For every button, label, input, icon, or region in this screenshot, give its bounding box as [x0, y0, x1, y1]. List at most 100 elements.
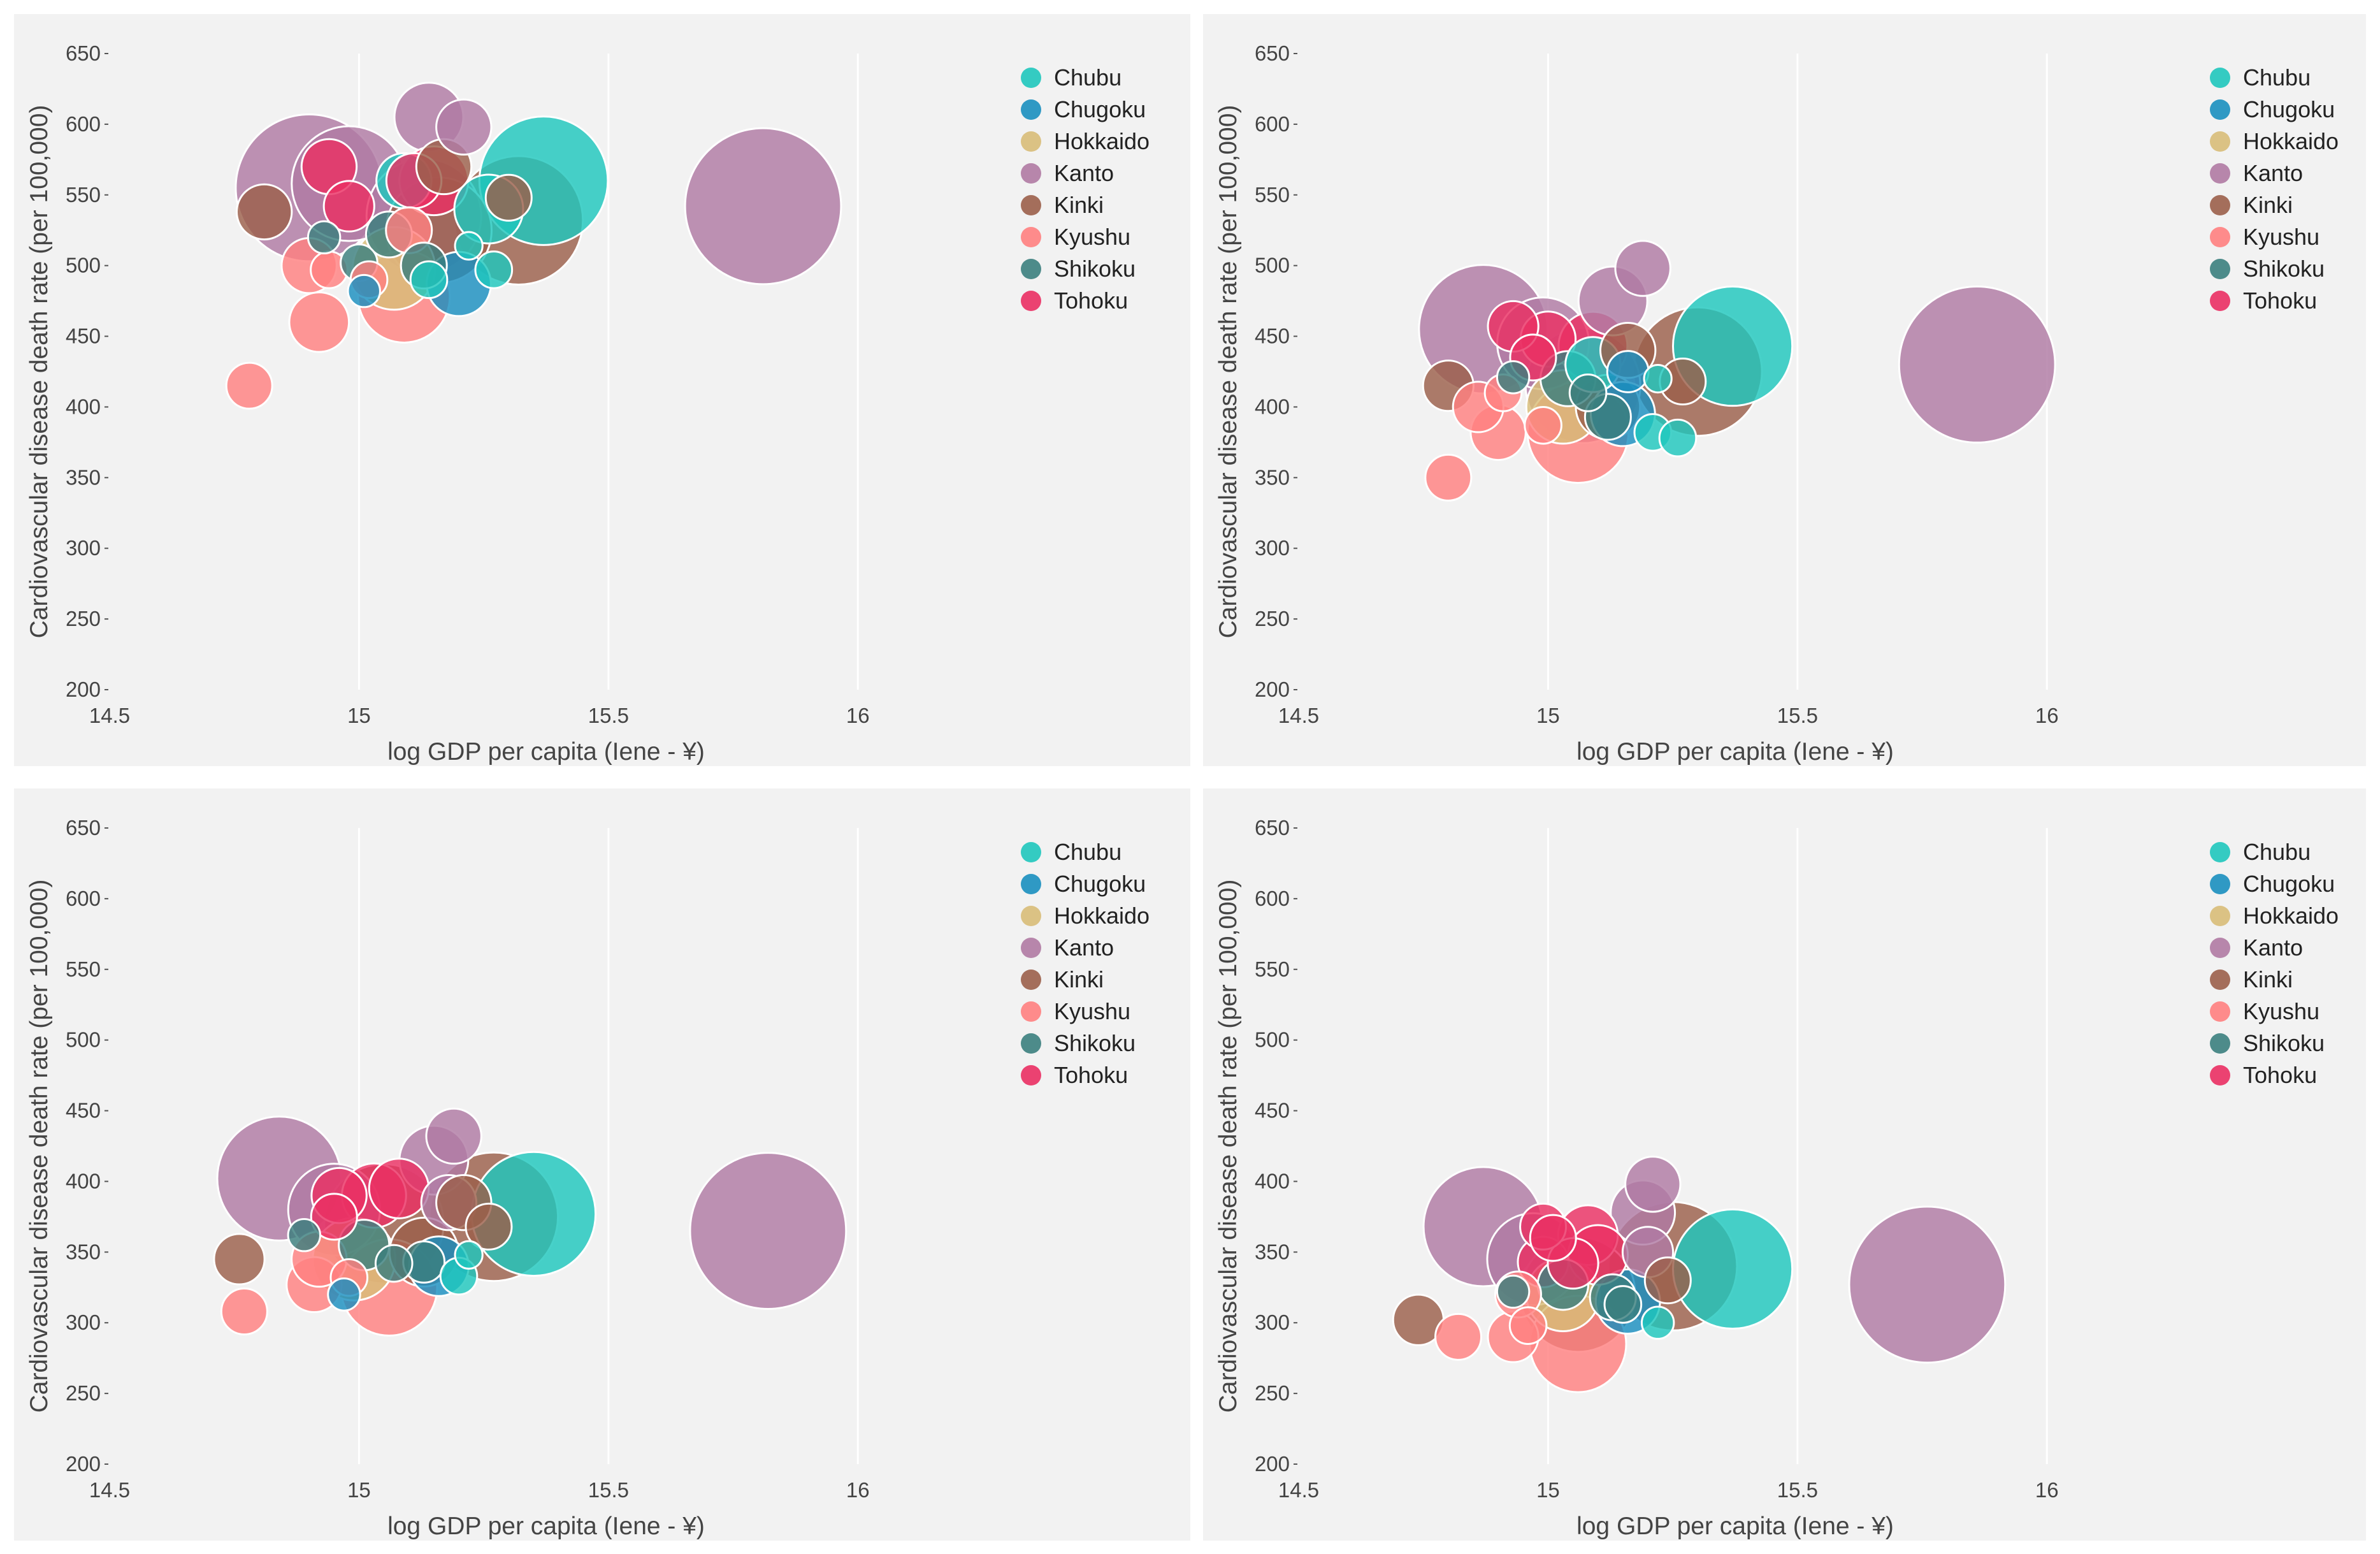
bubble-kyushu[interactable] [1434, 1312, 1483, 1361]
bubble-tohoku[interactable] [1529, 1214, 1577, 1262]
bubble-kanto[interactable] [425, 1107, 482, 1165]
legend-marker-kanto[interactable] [2210, 938, 2230, 958]
legend-label-chubu[interactable]: Chubu [2243, 64, 2311, 91]
legend-label-kyushu[interactable]: Kyushu [2243, 224, 2319, 250]
bubble-chubu[interactable] [1640, 1305, 1675, 1340]
legend-marker-chugoku[interactable] [2210, 99, 2230, 120]
legend-marker-shikoku[interactable] [1021, 1033, 1041, 1054]
legend-marker-tohoku[interactable] [1021, 291, 1041, 311]
legend-label-kinki[interactable]: Kinki [1054, 192, 1104, 218]
bubble-chubu[interactable] [1671, 1208, 1794, 1330]
bubble-chugoku[interactable] [327, 1277, 361, 1312]
legend-marker-shikoku[interactable] [2210, 1033, 2230, 1054]
legend-label-kinki[interactable]: Kinki [2243, 192, 2293, 218]
legend-label-chubu[interactable]: Chubu [2243, 839, 2311, 865]
bubble-kinki[interactable] [1643, 1256, 1692, 1305]
legend-label-chugoku[interactable]: Chugoku [1054, 96, 1146, 122]
legend-marker-chugoku[interactable] [1021, 874, 1041, 894]
legend-marker-chubu[interactable] [2210, 842, 2230, 862]
legend-label-shikoku[interactable]: Shikoku [1054, 256, 1136, 282]
legend-marker-kyushu[interactable] [2210, 1001, 2230, 1022]
legend-marker-kanto[interactable] [2210, 163, 2230, 184]
legend-marker-kyushu[interactable] [2210, 227, 2230, 247]
bubble-kyushu[interactable] [1508, 1306, 1548, 1345]
legend-label-chugoku[interactable]: Chugoku [2243, 871, 2335, 897]
bubble-kyushu[interactable] [288, 291, 350, 353]
bubble-kyushu[interactable] [1424, 453, 1473, 502]
legend-marker-hokkaido[interactable] [1021, 906, 1041, 926]
bubble-chubu[interactable] [1643, 363, 1673, 394]
legend-marker-chugoku[interactable] [2210, 874, 2230, 894]
legend-label-tohoku[interactable]: Tohoku [2243, 1062, 2317, 1088]
legend-label-kinki[interactable]: Kinki [1054, 966, 1104, 992]
legend-marker-kinki[interactable] [2210, 969, 2230, 990]
legend-label-shikoku[interactable]: Shikoku [1054, 1030, 1136, 1056]
legend-marker-shikoku[interactable] [1021, 259, 1041, 279]
legend-marker-tohoku[interactable] [1021, 1065, 1041, 1086]
legend-label-tohoku[interactable]: Tohoku [2243, 287, 2317, 314]
legend-marker-chubu[interactable] [1021, 842, 1041, 862]
bubble-chubu[interactable] [454, 231, 484, 261]
legend-label-kyushu[interactable]: Kyushu [2243, 998, 2319, 1024]
legend-marker-shikoku[interactable] [2210, 259, 2230, 279]
bubble-tohoku[interactable] [322, 180, 375, 233]
bubble-kinki[interactable] [465, 1202, 513, 1251]
legend-label-hokkaido[interactable]: Hokkaido [2243, 128, 2339, 154]
legend-label-shikoku[interactable]: Shikoku [2243, 1030, 2325, 1056]
bubble-kyushu[interactable] [225, 361, 273, 410]
legend-marker-chubu[interactable] [1021, 68, 1041, 88]
legend-label-tohoku[interactable]: Tohoku [1054, 1062, 1128, 1088]
legend-label-kanto[interactable]: Kanto [2243, 160, 2303, 186]
legend-marker-hokkaido[interactable] [2210, 906, 2230, 926]
legend-label-hokkaido[interactable]: Hokkaido [2243, 903, 2339, 929]
legend-marker-hokkaido[interactable] [2210, 131, 2230, 152]
legend-label-hokkaido[interactable]: Hokkaido [1054, 128, 1150, 154]
legend-label-chugoku[interactable]: Chugoku [2243, 96, 2335, 122]
legend-marker-tohoku[interactable] [2210, 291, 2230, 311]
bubble-kanto[interactable] [689, 1152, 847, 1310]
bubble-kyushu[interactable] [220, 1287, 268, 1335]
legend-marker-chubu[interactable] [2210, 68, 2230, 88]
legend-label-chubu[interactable]: Chubu [1054, 64, 1121, 91]
legend-label-kanto[interactable]: Kanto [1054, 934, 1114, 961]
bubble-kanto[interactable] [1614, 240, 1671, 297]
legend-marker-kyushu[interactable] [1021, 1001, 1041, 1022]
legend-label-chubu[interactable]: Chubu [1054, 839, 1121, 865]
bubble-shikoku[interactable] [1496, 360, 1531, 395]
bubble-chubu[interactable] [1658, 418, 1698, 458]
legend-marker-kanto[interactable] [1021, 163, 1041, 184]
legend-label-kinki[interactable]: Kinki [2243, 966, 2293, 992]
bubble-shikoku[interactable] [307, 220, 342, 255]
bubble-shikoku[interactable] [1568, 373, 1608, 412]
legend-label-shikoku[interactable]: Shikoku [2243, 256, 2325, 282]
bubble-shikoku[interactable] [1496, 1274, 1531, 1309]
legend-marker-kinki[interactable] [2210, 195, 2230, 215]
bubble-shikoku[interactable] [1603, 1285, 1643, 1324]
bubble-chubu[interactable] [454, 1240, 484, 1270]
bubble-chubu[interactable] [409, 260, 449, 300]
legend-marker-kyushu[interactable] [1021, 227, 1041, 247]
legend-marker-kinki[interactable] [1021, 969, 1041, 990]
bubble-tohoku[interactable] [368, 1158, 430, 1219]
legend-marker-kanto[interactable] [1021, 938, 1041, 958]
legend-label-kyushu[interactable]: Kyushu [1054, 998, 1130, 1024]
bubble-kanto[interactable] [1624, 1156, 1682, 1213]
bubble-kinki[interactable] [235, 183, 293, 241]
legend-label-kanto[interactable]: Kanto [1054, 160, 1114, 186]
legend-label-chugoku[interactable]: Chugoku [1054, 871, 1146, 897]
bubble-tohoku[interactable] [310, 1193, 358, 1241]
bubble-kanto[interactable] [684, 127, 842, 286]
bubble-kanto[interactable] [1898, 286, 2056, 444]
bubble-shikoku[interactable] [287, 1218, 322, 1253]
legend-marker-hokkaido[interactable] [1021, 131, 1041, 152]
legend-label-kyushu[interactable]: Kyushu [1054, 224, 1130, 250]
bubble-kinki[interactable] [484, 173, 533, 222]
bubble-chugoku[interactable] [1606, 350, 1650, 393]
bubble-chubu[interactable] [474, 251, 514, 289]
legend-marker-tohoku[interactable] [2210, 1065, 2230, 1086]
bubble-shikoku[interactable] [374, 1244, 414, 1283]
bubble-chugoku[interactable] [347, 273, 381, 309]
legend-label-hokkaido[interactable]: Hokkaido [1054, 903, 1150, 929]
bubble-kanto[interactable] [1848, 1205, 2007, 1364]
legend-label-tohoku[interactable]: Tohoku [1054, 287, 1128, 314]
